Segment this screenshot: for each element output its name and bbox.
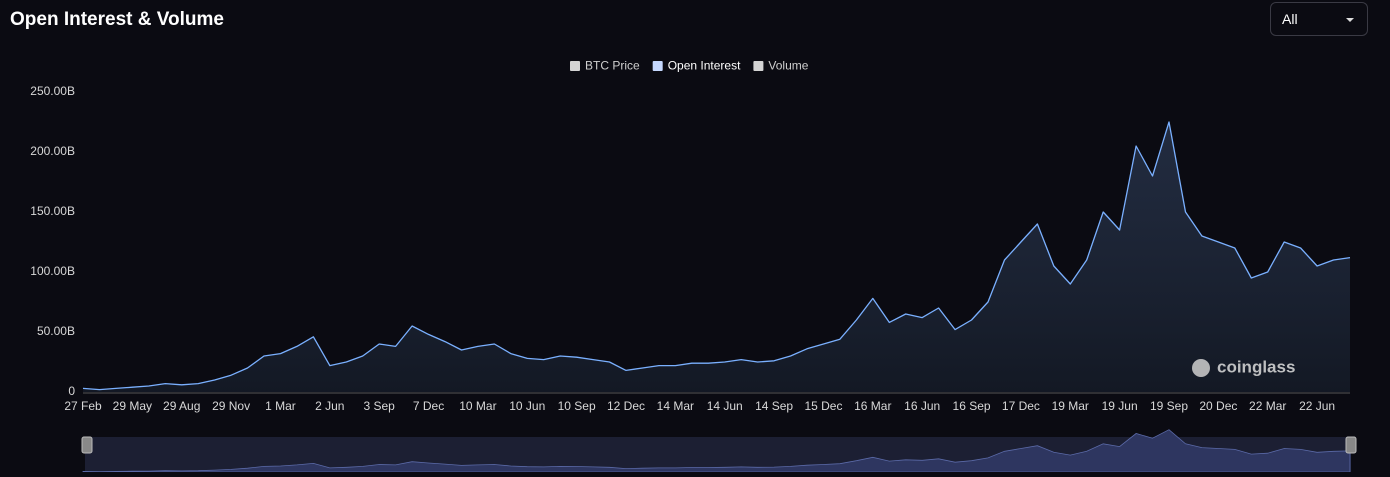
legend-label: Volume — [768, 59, 808, 73]
x-tick-label: 19 Jun — [1102, 399, 1138, 413]
legend-swatch — [652, 61, 663, 71]
watermark: coinglass — [1217, 357, 1295, 376]
navigator-handle[interactable] — [1345, 436, 1357, 454]
watermark-logo — [1192, 359, 1210, 377]
x-tick-label: 22 Jun — [1299, 399, 1335, 413]
legend-swatch — [570, 61, 580, 71]
legend-label: BTC Price — [585, 59, 640, 73]
x-tick-label: 10 Mar — [459, 399, 496, 413]
legend-item[interactable]: Open Interest — [652, 59, 741, 73]
y-tick-label: 250.00B — [30, 84, 75, 98]
x-tick-label: 22 Mar — [1249, 399, 1286, 413]
x-tick-label: 27 Feb — [64, 399, 102, 413]
x-tick-label: 10 Jun — [509, 399, 545, 413]
x-tick-label: 16 Jun — [904, 399, 940, 413]
x-tick-label: 19 Sep — [1150, 399, 1188, 413]
area — [83, 122, 1350, 392]
x-tick-label: 3 Sep — [364, 399, 396, 413]
x-tick-label: 15 Dec — [804, 399, 842, 413]
y-tick-label: 150.00B — [30, 204, 75, 218]
x-tick-label: 14 Jun — [707, 399, 743, 413]
range-dropdown[interactable]: All — [1270, 2, 1368, 36]
x-tick-label: 2 Jun — [315, 399, 344, 413]
x-tick-label: 29 Nov — [212, 399, 250, 413]
navigator-area — [82, 429, 1351, 473]
y-tick-label: 50.00B — [37, 324, 75, 338]
x-tick-label: 12 Dec — [607, 399, 645, 413]
legend-item[interactable]: Volume — [753, 59, 809, 73]
y-tick-label: 0 — [68, 384, 75, 398]
navigator-handle[interactable] — [81, 436, 93, 454]
x-tick-label: 14 Sep — [755, 399, 793, 413]
line — [82, 121, 1351, 391]
y-tick-label: 200.00B — [30, 144, 75, 158]
x-tick-label: 7 Dec — [413, 399, 444, 413]
legend-label: Open Interest — [668, 59, 741, 73]
x-tick-label: 29 Aug — [163, 399, 200, 413]
x-tick-label: 29 May — [113, 399, 152, 413]
x-tick-label: 20 Dec — [1199, 399, 1237, 413]
legend-item[interactable]: BTC Price — [570, 59, 640, 73]
chart-title: Open Interest & Volume — [10, 9, 224, 30]
x-tick-label: 14 Mar — [657, 399, 694, 413]
x-tick-label: 16 Sep — [953, 399, 991, 413]
x-tick-label: 16 Mar — [854, 399, 891, 413]
y-tick-label: 100.00B — [30, 264, 75, 278]
legend-swatch — [753, 61, 764, 71]
x-tick-label: 19 Mar — [1052, 399, 1089, 413]
x-tick-label: 17 Dec — [1002, 399, 1040, 413]
x-tick-label: 10 Sep — [558, 399, 596, 413]
x-tick-label: 1 Mar — [265, 399, 296, 413]
